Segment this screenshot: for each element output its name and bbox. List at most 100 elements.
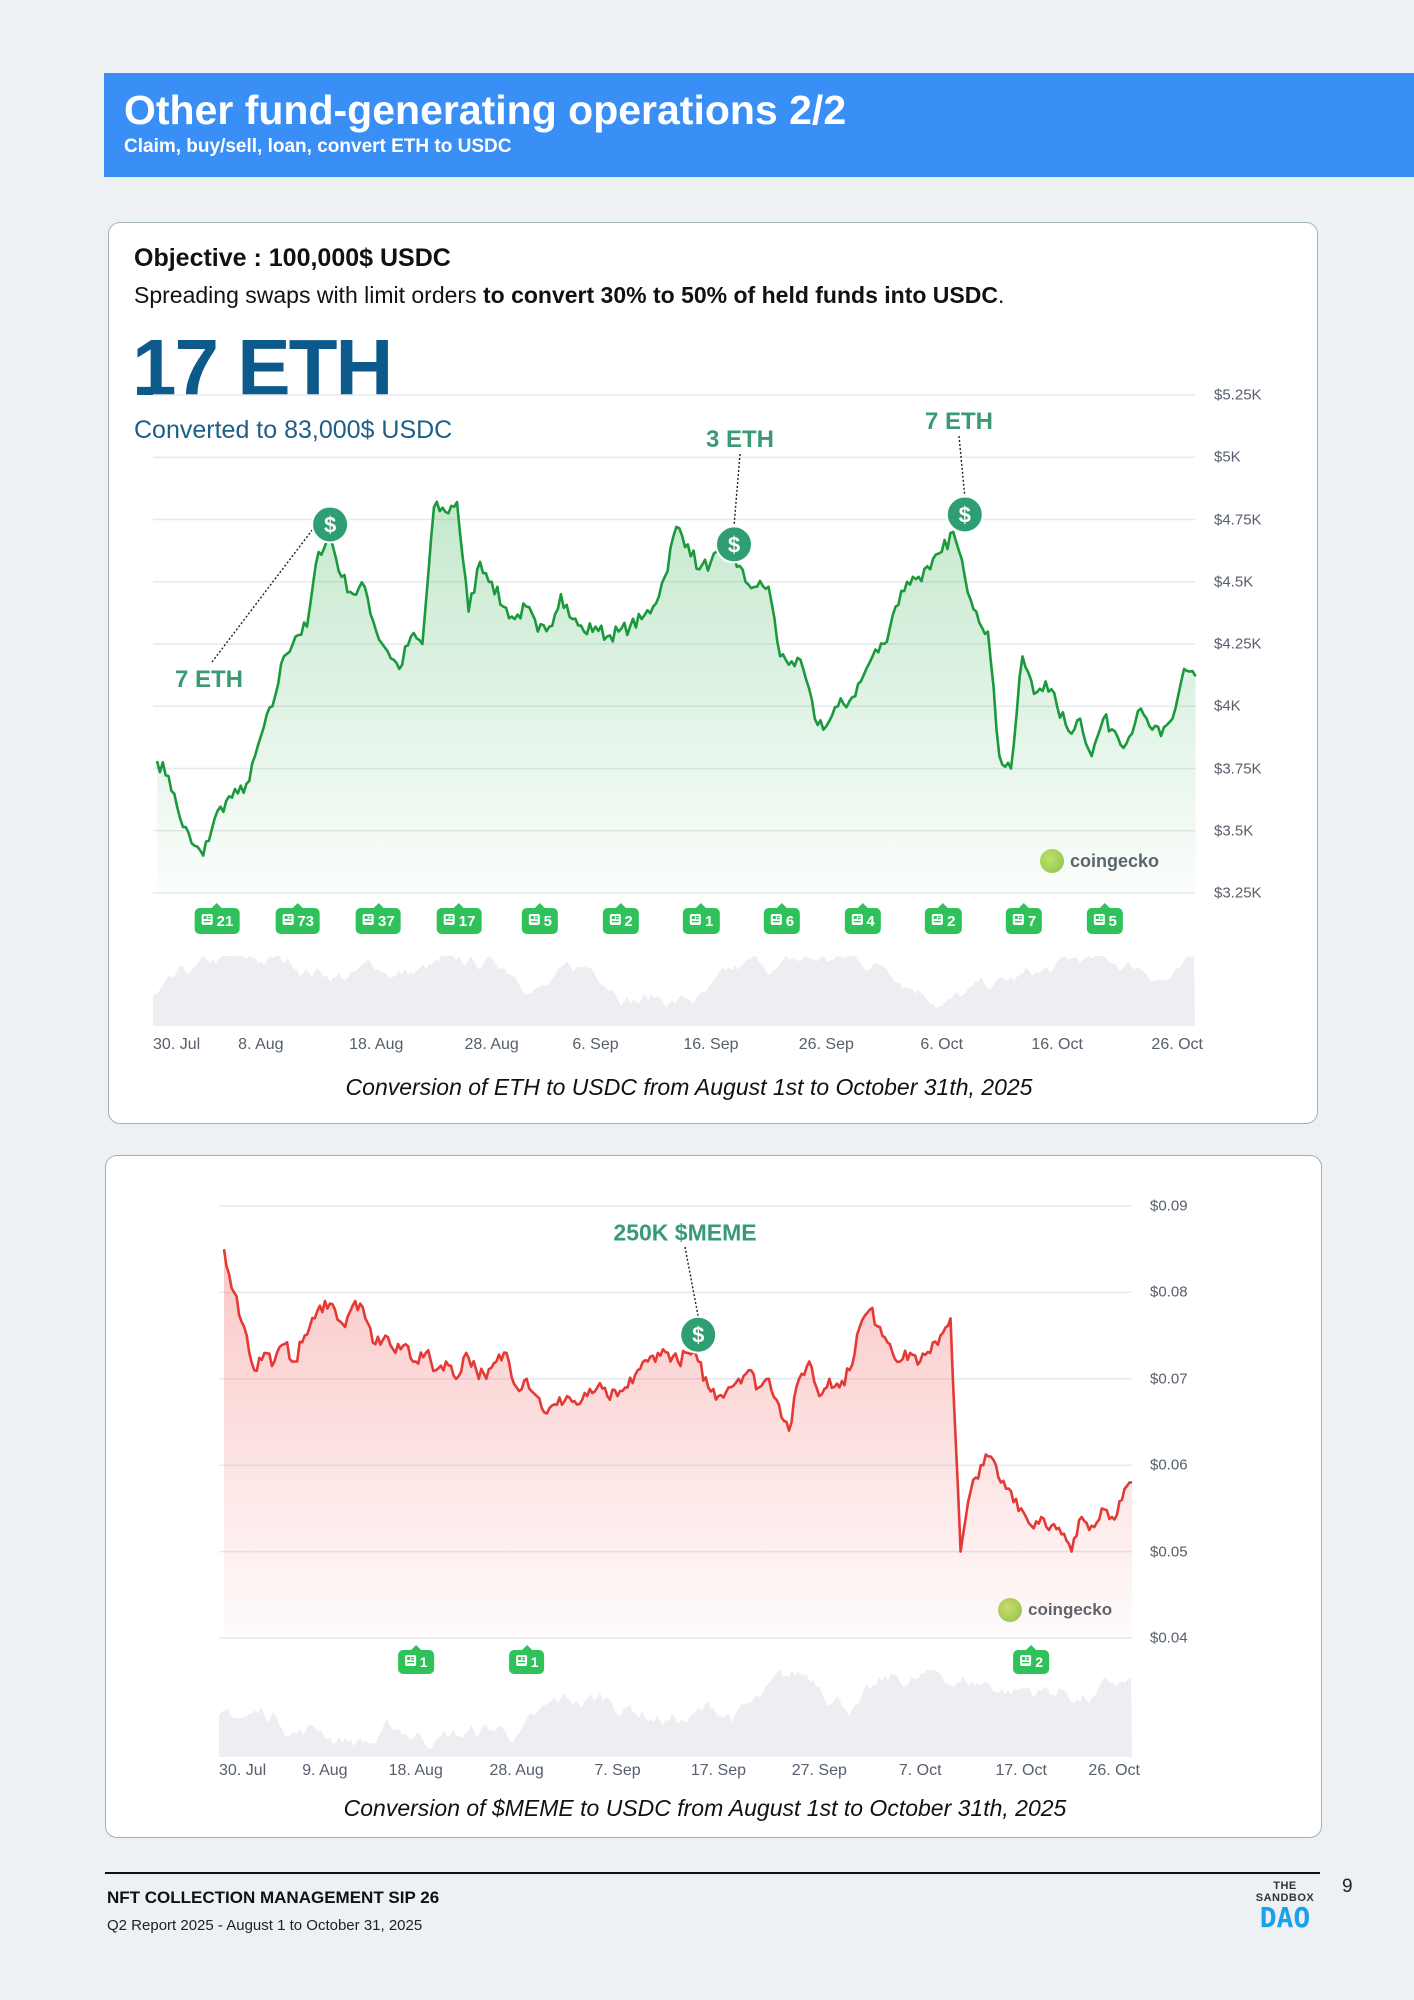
x-tick-label: 30. Jul xyxy=(219,1762,267,1779)
page-number: 9 xyxy=(1342,1876,1353,1897)
news-badge[interactable]: 2 xyxy=(1013,1645,1050,1674)
news-badge[interactable]: 37 xyxy=(356,903,401,934)
x-tick-label: 7. Oct xyxy=(898,1762,942,1779)
news-count: 7 xyxy=(1027,912,1037,930)
logo-top-text: THE SANDBOX xyxy=(1255,1880,1315,1904)
x-tick-label: 17. Sep xyxy=(690,1762,746,1779)
coingecko-watermark: coingecko xyxy=(998,1598,1112,1622)
news-count: 21 xyxy=(216,912,234,930)
news-count: 1 xyxy=(419,1654,428,1670)
x-tick-label: 17. Oct xyxy=(995,1762,1047,1779)
x-tick-label: 6. Oct xyxy=(920,1036,964,1053)
footer-subtitle: Q2 Report 2025 - August 1 to October 31,… xyxy=(107,1917,423,1934)
meme-conversion-card xyxy=(105,1155,1322,1838)
news-icon xyxy=(1019,1654,1032,1670)
x-tick-label: 28. Aug xyxy=(464,1036,519,1053)
news-icon xyxy=(850,913,863,930)
annotation-label: 250K $MEME xyxy=(613,1219,757,1246)
objective-heading: Objective : 100,000$ USDC xyxy=(134,244,451,272)
y-tick-label: $0.09 xyxy=(1150,1197,1188,1215)
footer-divider xyxy=(105,1872,1320,1874)
y-tick-label: $0.07 xyxy=(1150,1370,1188,1388)
x-tick-label: 18. Aug xyxy=(349,1036,404,1053)
news-count: 1 xyxy=(705,912,714,930)
y-tick-label: $3.25K xyxy=(1214,884,1262,902)
usdc-converted-amount: Converted to 83,000$ USDC xyxy=(134,416,453,444)
news-count: 2 xyxy=(947,912,956,930)
news-badge[interactable]: 1 xyxy=(683,903,720,934)
x-tick-label: 26. Oct xyxy=(1088,1762,1140,1779)
annotation-label: 7 ETH xyxy=(924,408,994,435)
eth-chart-caption: Conversion of ETH to USDC from August 1s… xyxy=(345,1074,1033,1100)
news-badge[interactable]: 4 xyxy=(844,903,881,934)
news-icon xyxy=(528,913,541,930)
news-icon xyxy=(1012,913,1025,930)
description-emphasis: to convert 30% to 50% of held funds into… xyxy=(482,282,998,308)
x-tick-label: 9. Aug xyxy=(302,1762,348,1779)
news-badge[interactable]: 21 xyxy=(194,903,240,934)
sandbox-dao-logo: THE SANDBOX DAO xyxy=(1248,1880,1322,1932)
news-badge[interactable]: 1 xyxy=(397,1645,434,1674)
watermark-text: coingecko xyxy=(1070,850,1160,871)
x-tick-label: 16. Oct xyxy=(1031,1036,1083,1053)
news-icon xyxy=(931,913,944,930)
y-tick-label: $3.75K xyxy=(1214,760,1262,777)
news-count: 17 xyxy=(458,912,476,930)
coingecko-watermark: coingecko xyxy=(1040,849,1159,873)
page-header: Other fund-generating operations 2/2 Cla… xyxy=(104,73,1414,177)
news-badge[interactable]: 17 xyxy=(436,903,482,934)
page-title: Other fund-generating operations 2/2 xyxy=(124,87,847,133)
description-end: . xyxy=(997,282,1005,308)
news-count: 5 xyxy=(543,912,552,930)
annotation-label: 7 ETH xyxy=(174,666,244,693)
y-tick-label: $5K xyxy=(1214,448,1241,466)
news-count: 2 xyxy=(624,912,633,930)
coingecko-icon xyxy=(998,1598,1022,1622)
y-tick-label: $3.5K xyxy=(1214,822,1254,840)
news-icon xyxy=(689,913,702,930)
news-badge[interactable]: 1 xyxy=(508,1645,545,1674)
x-tick-label: 26. Oct xyxy=(1151,1036,1203,1053)
x-tick-label: 16. Sep xyxy=(683,1036,739,1053)
x-tick-label: 26. Sep xyxy=(798,1036,854,1053)
news-icon xyxy=(201,913,214,930)
y-tick-label: $0.04 xyxy=(1150,1629,1188,1647)
news-count: 5 xyxy=(1108,912,1117,930)
y-tick-label: $0.06 xyxy=(1150,1456,1188,1474)
annotation-label: 3 ETH xyxy=(705,426,775,453)
news-badge[interactable]: 6 xyxy=(763,903,801,934)
y-tick-label: $4.75K xyxy=(1214,511,1262,528)
news-badge[interactable]: 5 xyxy=(1086,903,1123,934)
news-count: 37 xyxy=(378,912,395,930)
x-tick-label: 8. Aug xyxy=(238,1036,284,1053)
x-tick-label: 7. Sep xyxy=(594,1762,641,1779)
watermark-text: coingecko xyxy=(1028,1600,1113,1619)
news-count: 4 xyxy=(866,912,875,930)
news-badge[interactable]: 73 xyxy=(275,903,321,934)
y-tick-label: $0.08 xyxy=(1150,1283,1188,1301)
news-badge[interactable]: 2 xyxy=(602,903,639,934)
logo-main-text: DAO xyxy=(1259,1901,1311,1934)
news-icon xyxy=(1093,913,1106,930)
x-tick-label: 6. Sep xyxy=(572,1036,619,1053)
news-badge[interactable]: 2 xyxy=(925,903,962,934)
y-tick-label: $0.05 xyxy=(1150,1543,1188,1561)
news-badge[interactable]: 7 xyxy=(1005,903,1043,934)
y-tick-label: $5.25K xyxy=(1214,386,1262,404)
coingecko-icon xyxy=(1040,849,1064,873)
news-icon xyxy=(281,913,294,930)
meme-chart-caption: Conversion of $MEME to USDC from August … xyxy=(343,1795,1067,1821)
x-tick-label: 28. Aug xyxy=(489,1762,544,1779)
y-tick-label: $4.5K xyxy=(1214,573,1254,591)
description-text: Spreading swaps with limit orders xyxy=(134,282,483,308)
y-tick-label: $4.25K xyxy=(1214,635,1262,653)
news-icon xyxy=(404,1654,417,1670)
x-tick-label: 18. Aug xyxy=(388,1762,443,1779)
news-icon xyxy=(608,913,621,930)
news-icon xyxy=(770,913,783,930)
page-subtitle: Claim, buy/sell, loan, convert ETH to US… xyxy=(124,136,512,157)
news-badge[interactable]: 5 xyxy=(521,903,558,934)
x-tick-label: 30. Jul xyxy=(153,1036,201,1053)
news-count: 6 xyxy=(785,912,795,930)
eth-converted-total: 17 ETH xyxy=(132,323,393,412)
